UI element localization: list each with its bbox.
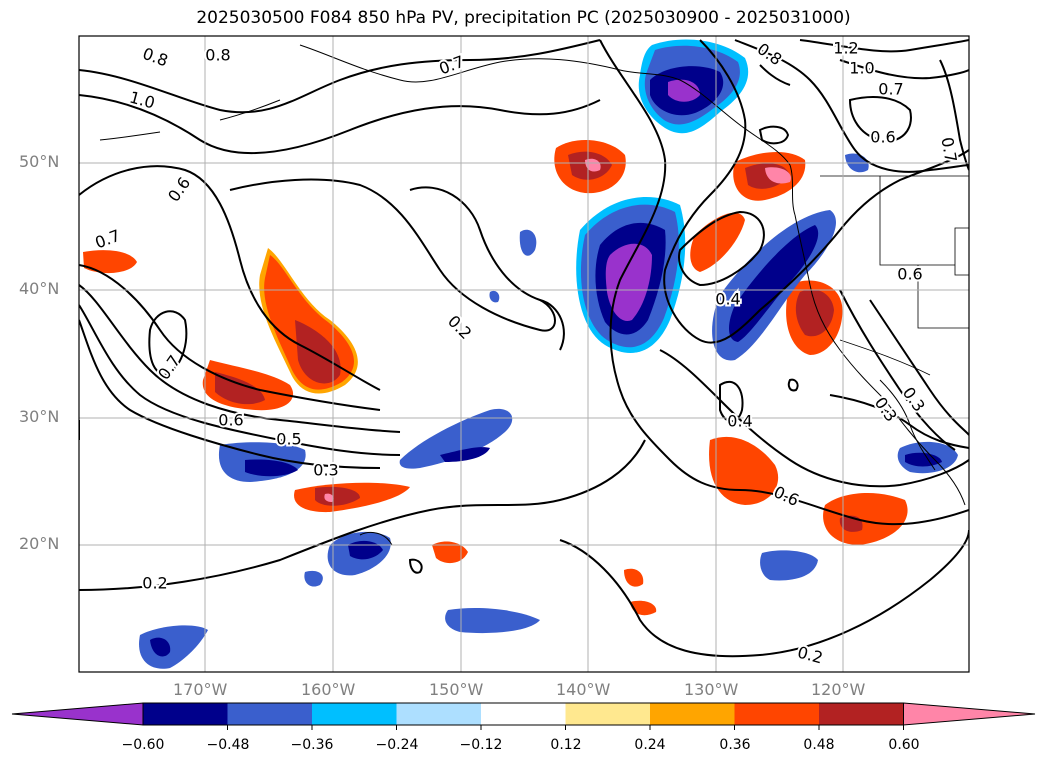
contour-label: 1.0 <box>849 59 874 78</box>
colorbar-swatch <box>396 703 482 725</box>
precipitation-shading <box>83 39 958 669</box>
contour-label: 0.6 <box>897 265 922 284</box>
contour-label: 0.5 <box>276 430 301 449</box>
colorbar-tick-label: −0.24 <box>375 737 419 753</box>
contour-label: 0.6 <box>870 128 895 147</box>
colorbar-swatch <box>650 703 735 725</box>
contour-label: 0.7 <box>878 80 903 99</box>
contour-label: 0.4 <box>715 290 740 309</box>
colorbar-swatch <box>143 703 228 725</box>
colorbar-swatch <box>734 703 820 725</box>
colorbar-tick-label: 0.48 <box>803 737 835 753</box>
colorbar-swatch <box>481 703 566 725</box>
lat-label-30n: 30°N <box>19 407 60 426</box>
lon-label-150w: 150°W <box>429 680 484 699</box>
colorbar-swatch <box>312 703 397 725</box>
figure-title: 2025030500 F084 850 hPa PV, precipitatio… <box>196 8 851 28</box>
colorbar-tick-label: −0.36 <box>290 737 334 753</box>
lon-label-140w: 140°W <box>556 680 611 699</box>
contour-label: 0.2 <box>142 574 167 593</box>
lon-label-130w: 130°W <box>684 680 739 699</box>
colorbar-swatch <box>227 703 313 725</box>
coastlines <box>99 44 966 546</box>
lat-label-40n: 40°N <box>19 279 60 298</box>
lat-label-50n: 50°N <box>19 152 60 171</box>
contour-label: 0.6 <box>218 411 243 430</box>
colorbar-tick-label: −0.12 <box>459 737 503 753</box>
contour-label: 0.3 <box>313 461 338 480</box>
colorbar <box>11 702 1036 730</box>
contour-label: 0.8 <box>205 46 230 65</box>
lat-label-20n: 20°N <box>19 534 60 553</box>
colorbar-tick-label: 0.12 <box>550 737 582 753</box>
colorbar-tick-label: −0.48 <box>206 737 250 753</box>
colorbar-swatch <box>819 703 904 725</box>
lon-label-160w: 160°W <box>301 680 356 699</box>
colorbar-tick-label: −0.60 <box>121 737 165 753</box>
lon-label-120w: 120°W <box>811 680 866 699</box>
colorbar-outline <box>142 702 904 726</box>
gridlines <box>79 36 969 672</box>
colorbar-extend-high <box>903 702 1036 726</box>
lon-label-170w: 170°W <box>173 680 228 699</box>
map-frame <box>78 35 970 673</box>
contour-label: 0.4 <box>727 412 752 431</box>
colorbar-tick-label: 0.60 <box>888 737 920 753</box>
colorbar-tick-label: 0.24 <box>634 737 666 753</box>
colorbar-extend-low <box>11 702 144 726</box>
colorbar-swatch <box>565 703 651 725</box>
colorbar-tick-label: 0.36 <box>719 737 751 753</box>
contour-label: 1.2 <box>833 39 858 58</box>
